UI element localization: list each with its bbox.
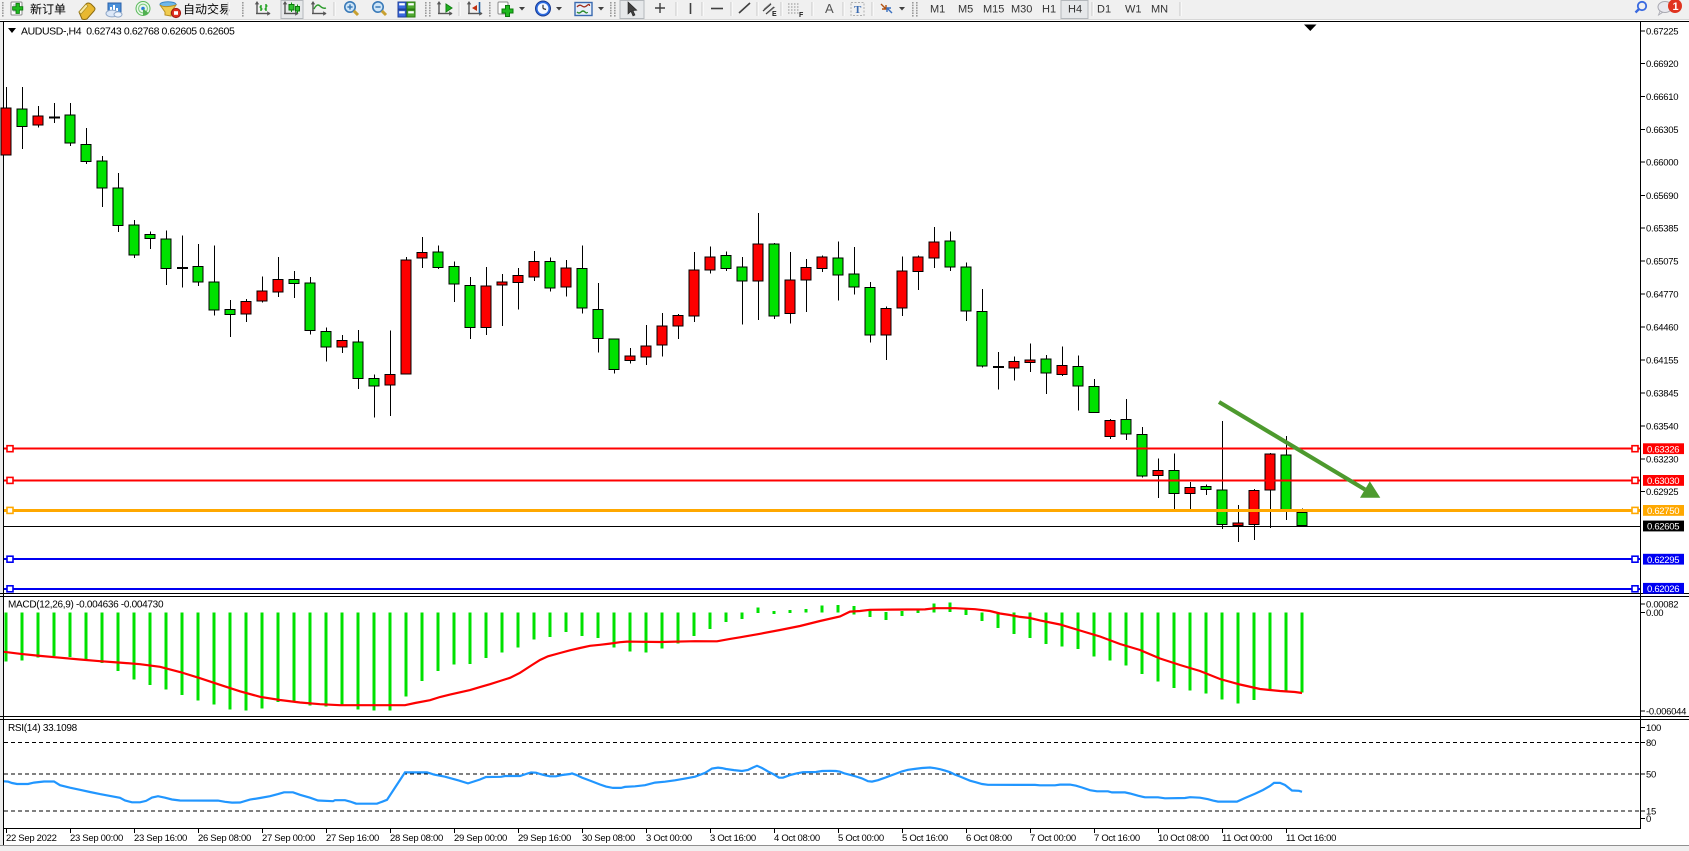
svg-text:T: T — [854, 4, 862, 16]
svg-text:11 Oct 16:00: 11 Oct 16:00 — [1286, 833, 1336, 844]
svg-text:6 Oct 08:00: 6 Oct 08:00 — [966, 833, 1012, 844]
svg-text:100: 100 — [1646, 723, 1661, 734]
svg-text:0.62295: 0.62295 — [1647, 555, 1679, 566]
svg-text:M1: M1 — [930, 4, 945, 16]
svg-text:5 Oct 00:00: 5 Oct 00:00 — [838, 833, 884, 844]
svg-text:0.64460: 0.64460 — [1646, 323, 1678, 334]
svg-text:0.00: 0.00 — [1646, 608, 1663, 619]
svg-text:0.64770: 0.64770 — [1646, 289, 1678, 300]
svg-text:-0.006044: -0.006044 — [1646, 707, 1686, 718]
svg-text:1: 1 — [1673, 1, 1679, 13]
svg-text:23 Sep 00:00: 23 Sep 00:00 — [70, 833, 123, 844]
svg-text:4 Oct 08:00: 4 Oct 08:00 — [774, 833, 820, 844]
svg-text:80: 80 — [1646, 738, 1656, 749]
svg-text:0.62026: 0.62026 — [1647, 584, 1679, 595]
svg-text:AUDUSD-,H4 0.62743 0.62768 0.: AUDUSD-,H4 0.62743 0.62768 0.62605 0.626… — [21, 26, 235, 38]
svg-text:28 Sep 08:00: 28 Sep 08:00 — [390, 833, 443, 844]
svg-text:0.00082: 0.00082 — [1646, 600, 1678, 611]
svg-text:27 Sep 00:00: 27 Sep 00:00 — [262, 833, 315, 844]
svg-text:0.67225: 0.67225 — [1646, 26, 1678, 37]
svg-text:0.63326: 0.63326 — [1647, 444, 1679, 455]
svg-text:7 Oct 16:00: 7 Oct 16:00 — [1094, 833, 1140, 844]
svg-text:H4: H4 — [1068, 4, 1082, 16]
svg-text:0.66000: 0.66000 — [1646, 158, 1678, 169]
svg-text:26 Sep 08:00: 26 Sep 08:00 — [198, 833, 251, 844]
svg-text:0.63230: 0.63230 — [1646, 455, 1678, 466]
svg-text:11 Oct 00:00: 11 Oct 00:00 — [1222, 833, 1272, 844]
svg-text:D1: D1 — [1097, 4, 1111, 16]
svg-text:0.65690: 0.65690 — [1646, 191, 1678, 202]
svg-text:0.62925: 0.62925 — [1646, 487, 1678, 498]
svg-text:0.66610: 0.66610 — [1646, 92, 1678, 103]
svg-text:29 Sep 16:00: 29 Sep 16:00 — [518, 833, 571, 844]
svg-text:50: 50 — [1646, 769, 1656, 780]
svg-text:0.66305: 0.66305 — [1646, 125, 1678, 136]
svg-text:0: 0 — [1646, 814, 1651, 825]
svg-text:30 Sep 08:00: 30 Sep 08:00 — [582, 833, 635, 844]
svg-text:MACD(12,26,9) -0.004636 -0.004: MACD(12,26,9) -0.004636 -0.004730 — [8, 600, 164, 611]
svg-text:7 Oct 00:00: 7 Oct 00:00 — [1030, 833, 1076, 844]
svg-text:0.65385: 0.65385 — [1646, 224, 1678, 235]
svg-text:F: F — [799, 12, 804, 19]
svg-text:0.63030: 0.63030 — [1647, 476, 1679, 487]
svg-text:0.62605: 0.62605 — [1647, 522, 1679, 533]
svg-text:3 Oct 16:00: 3 Oct 16:00 — [710, 833, 756, 844]
svg-text:3 Oct 00:00: 3 Oct 00:00 — [646, 833, 692, 844]
svg-text:5 Oct 16:00: 5 Oct 16:00 — [902, 833, 948, 844]
svg-text:0.66920: 0.66920 — [1646, 59, 1678, 70]
svg-text:0.63540: 0.63540 — [1646, 421, 1678, 432]
svg-text:H1: H1 — [1042, 4, 1056, 16]
svg-text:MN: MN — [1151, 4, 1168, 16]
svg-text:RSI(14) 33.1098: RSI(14) 33.1098 — [8, 723, 78, 734]
svg-text:M15: M15 — [983, 4, 1004, 16]
svg-text:23 Sep 16:00: 23 Sep 16:00 — [134, 833, 187, 844]
svg-text:M30: M30 — [1011, 4, 1032, 16]
svg-text:0.62750: 0.62750 — [1647, 506, 1679, 517]
svg-text:29 Sep 00:00: 29 Sep 00:00 — [454, 833, 507, 844]
svg-text:10 Oct 08:00: 10 Oct 08:00 — [1158, 833, 1209, 844]
svg-text:0.63845: 0.63845 — [1646, 389, 1678, 400]
svg-text:E: E — [772, 11, 777, 18]
svg-text:22 Sep 2022: 22 Sep 2022 — [6, 833, 57, 844]
svg-text:27 Sep 16:00: 27 Sep 16:00 — [326, 833, 379, 844]
svg-text:0.64155: 0.64155 — [1646, 355, 1678, 366]
svg-text:W1: W1 — [1125, 4, 1142, 16]
svg-text:M5: M5 — [958, 4, 973, 16]
svg-text:0.65075: 0.65075 — [1646, 257, 1678, 268]
svg-text:15: 15 — [1646, 806, 1656, 817]
svg-text:A: A — [825, 1, 834, 16]
